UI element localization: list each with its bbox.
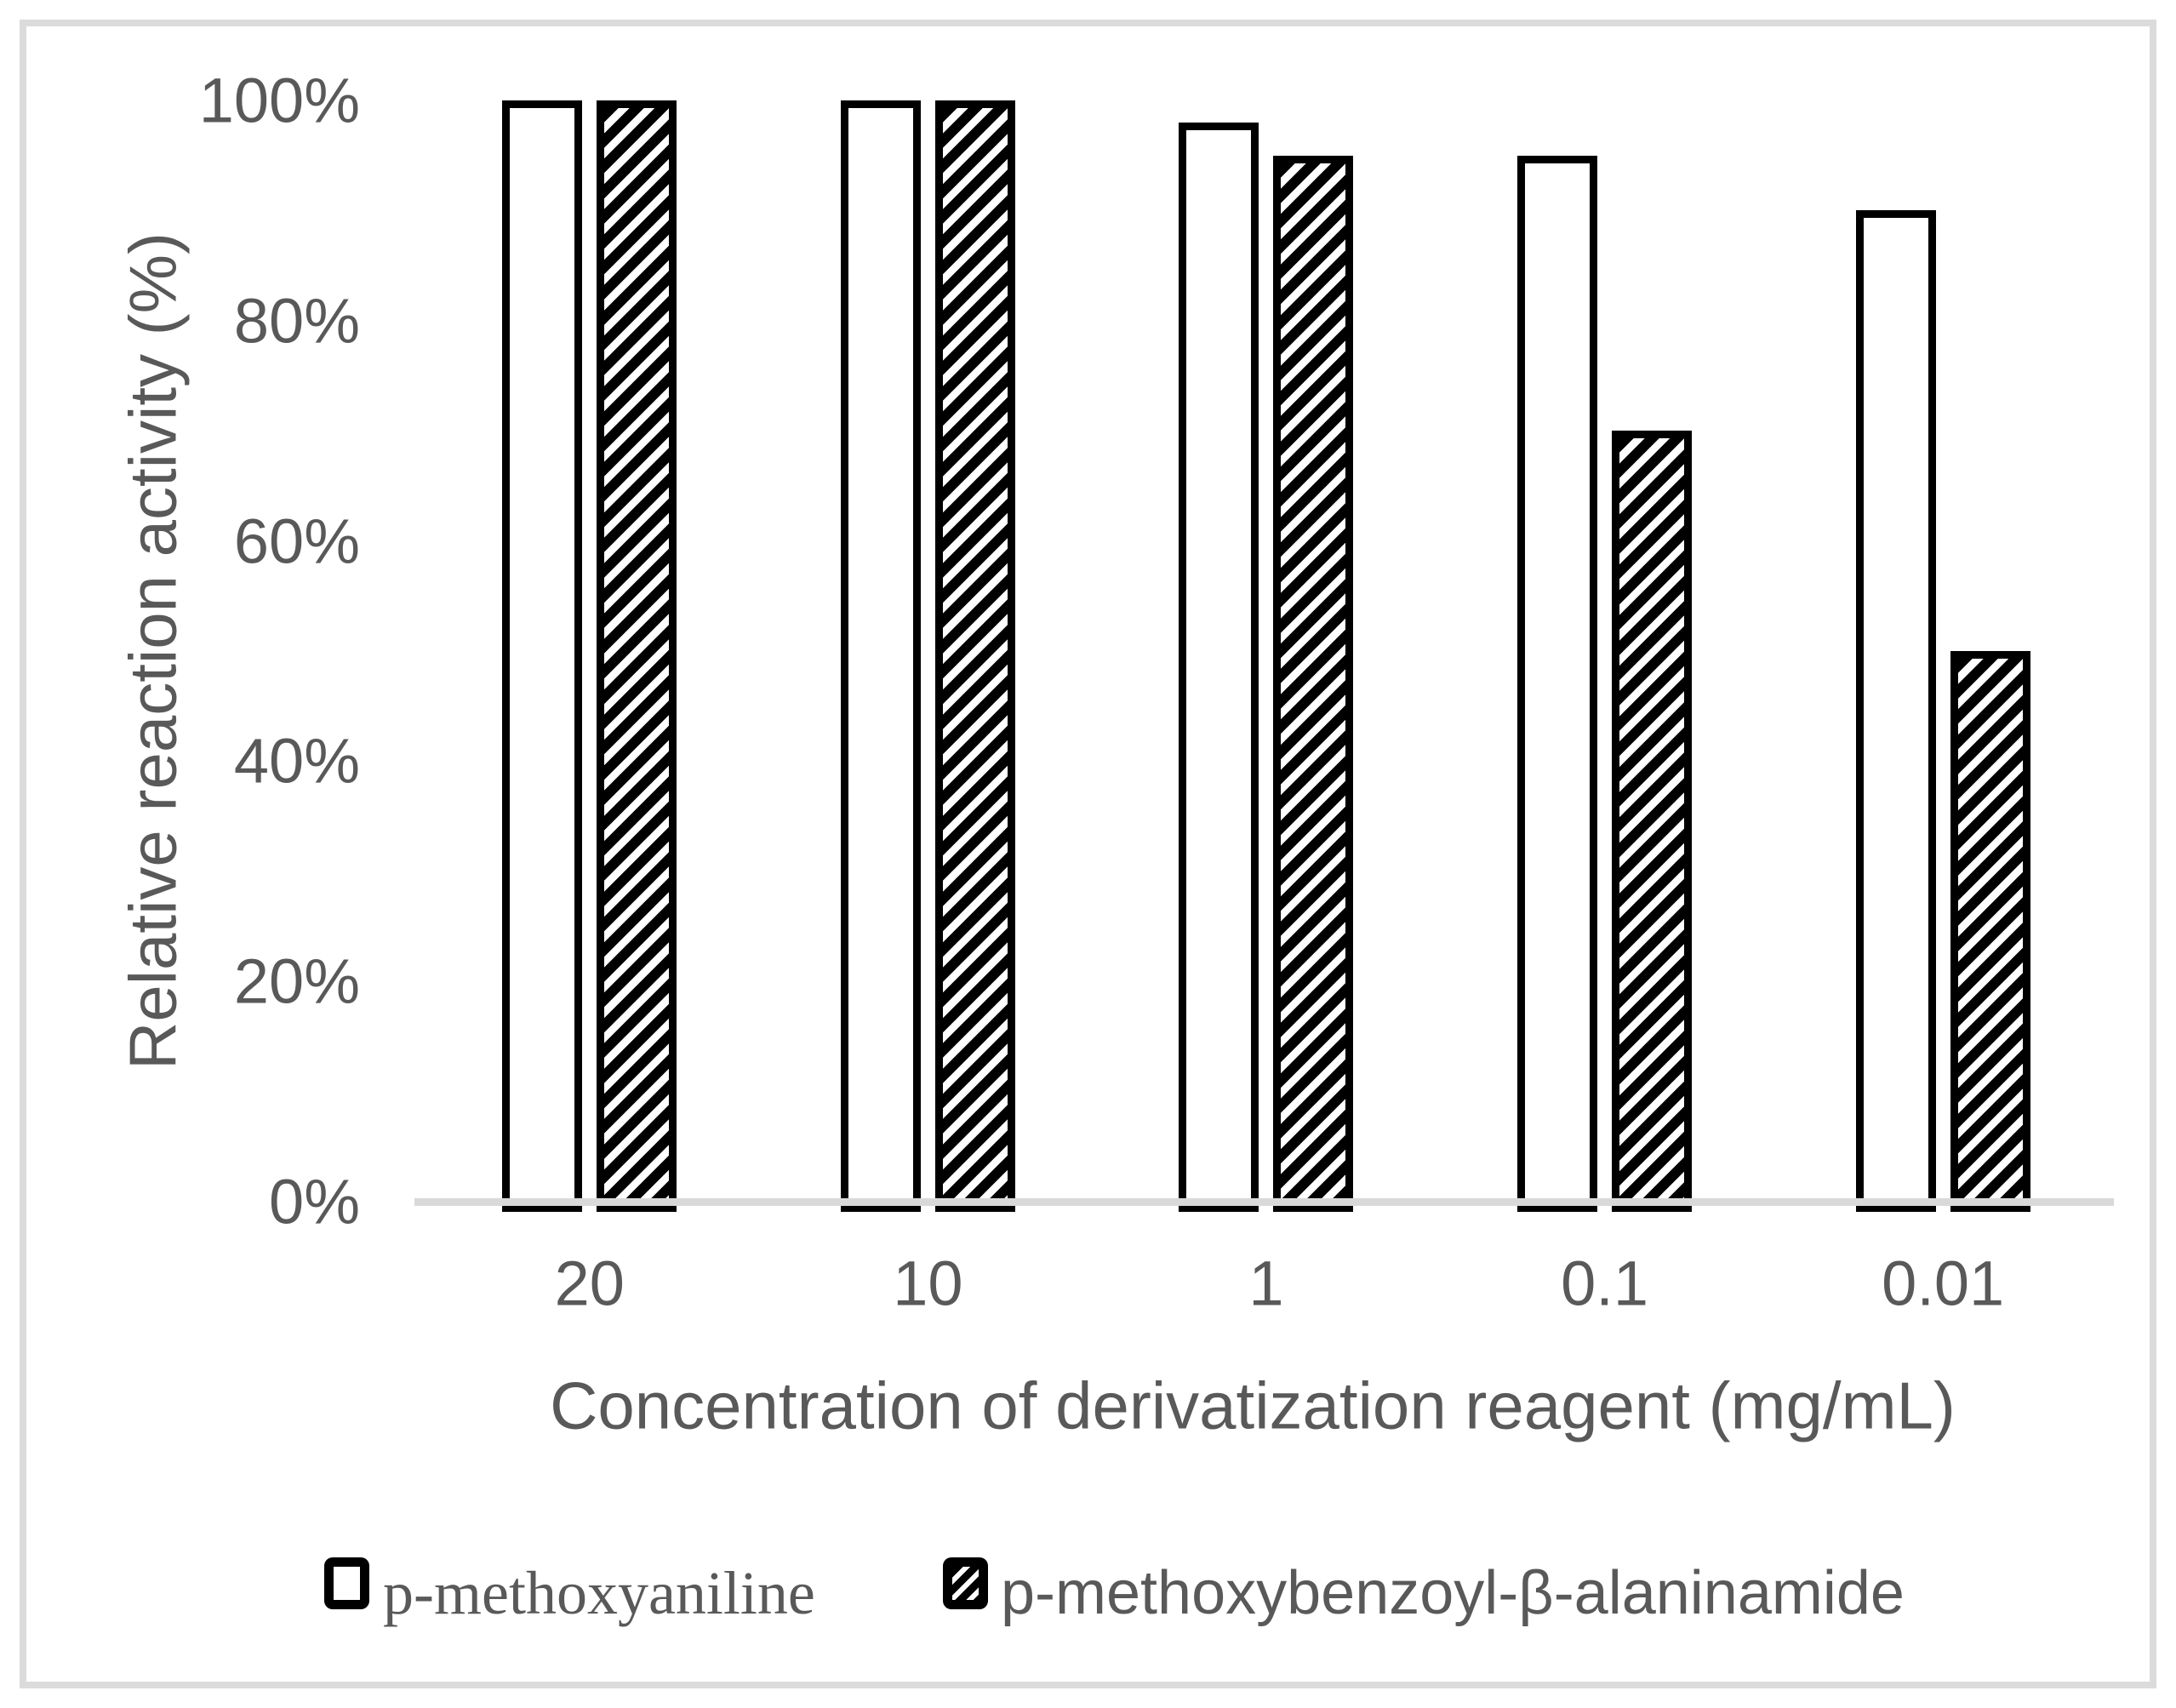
legend-swatch-hatched-bar: [943, 1557, 988, 1609]
x-tick-label: 0.01: [1882, 1248, 2005, 1319]
category-group-0.1: [1436, 0, 1774, 1212]
legend-label-series-1: p-methoxyaniline: [383, 1559, 815, 1627]
x-tick-label: 1: [1248, 1248, 1284, 1319]
white-bar-10: [840, 100, 921, 1212]
y-tick-label: 60%: [233, 506, 360, 577]
hatched-bar-10: [934, 100, 1015, 1212]
white-bar-1: [1179, 123, 1259, 1212]
hatched-bar-20: [597, 100, 677, 1212]
y-tick-label: 0%: [269, 1166, 360, 1237]
hatched-bar-0.1: [1612, 431, 1693, 1212]
x-tick-label: 20: [554, 1248, 625, 1319]
white-bar-20: [502, 100, 583, 1212]
x-tick-label: 10: [893, 1248, 963, 1319]
y-tick-label: 40%: [233, 725, 360, 797]
category-group-1: [1097, 0, 1436, 1212]
y-axis-title: Relative reaction activity (%): [115, 232, 191, 1070]
y-tick-label: 20%: [233, 945, 360, 1017]
x-axis-baseline: [414, 1198, 2114, 1206]
y-tick-label: 80%: [233, 285, 360, 357]
y-tick-label: 100%: [198, 65, 360, 136]
category-group-10: [759, 0, 1098, 1212]
x-axis-title: Concentration of derivatization reagent …: [550, 1368, 1956, 1443]
white-bar-0.01: [1855, 210, 1936, 1212]
category-group-20: [420, 0, 759, 1212]
legend-swatch-white-bar: [324, 1557, 369, 1609]
category-group-0.01: [1773, 0, 2112, 1212]
plot-area: [420, 0, 2112, 1212]
hatched-bar-1: [1273, 156, 1354, 1212]
legend-label-series-2: p-methoxybenzoyl-β-alaninamide: [1001, 1559, 1905, 1627]
hatched-bar-0.01: [1950, 651, 2030, 1212]
x-tick-label: 0.1: [1561, 1248, 1649, 1319]
white-bar-0.1: [1517, 156, 1598, 1212]
